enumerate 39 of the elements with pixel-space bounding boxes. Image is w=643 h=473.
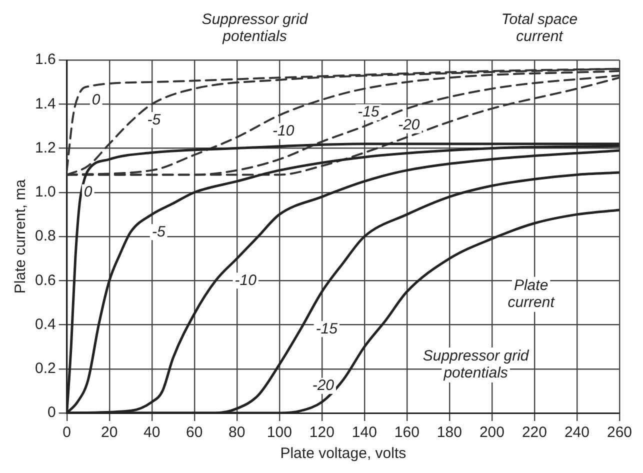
y-tick-label: 1.6	[34, 51, 56, 68]
series-label: -10	[234, 272, 258, 289]
x-tick-label: 180	[436, 424, 462, 442]
x-tick-label: 160	[394, 424, 420, 442]
y-tick-label: 0	[48, 404, 56, 422]
y-tick-label: 1.0	[34, 184, 56, 201]
x-tick-label: 220	[522, 424, 547, 442]
text: Suppressor grid potentials	[202, 11, 308, 46]
x-tick-label: 260	[606, 424, 632, 442]
x-tick-label: 40	[144, 424, 160, 442]
x-tick-label: 80	[228, 424, 246, 442]
series-label: 0	[92, 92, 101, 109]
y-tick-label: 0.8	[34, 228, 56, 245]
series-label: -20	[398, 116, 420, 134]
x-tick-label: 20	[101, 424, 118, 442]
x-tick-label: 200	[479, 424, 504, 442]
x-tick-label: 60	[186, 424, 203, 442]
x-tick-label: 0	[62, 424, 72, 442]
series-label: -20	[312, 377, 335, 394]
series-label: -5	[152, 223, 166, 240]
y-tick-label: 0.4	[34, 316, 56, 333]
x-tick-label: 100	[266, 424, 292, 442]
y-tick-label: 1.2	[34, 139, 56, 156]
x-axis-title: Plate voltage, volts	[280, 445, 406, 462]
series-label: -10	[272, 122, 295, 140]
series-label: -15	[316, 320, 338, 338]
y-axis-title: Plate current, ma	[12, 178, 30, 294]
y-tick-label: 1.4	[34, 95, 56, 112]
series-label: -15	[358, 103, 380, 120]
annotation: Suppressor grid potentials	[422, 348, 530, 382]
x-tick-label: 240	[564, 424, 590, 442]
x-tick-label: 140	[352, 424, 377, 442]
y-tick-label: 0.6	[34, 272, 56, 289]
annotation: Plate current	[508, 277, 556, 312]
series-label: 0	[84, 183, 93, 200]
y-tick-label: 0.2	[34, 360, 56, 378]
series-label: -5	[147, 111, 162, 128]
text: Total space current	[501, 11, 578, 46]
x-tick-label: 120	[309, 424, 334, 442]
